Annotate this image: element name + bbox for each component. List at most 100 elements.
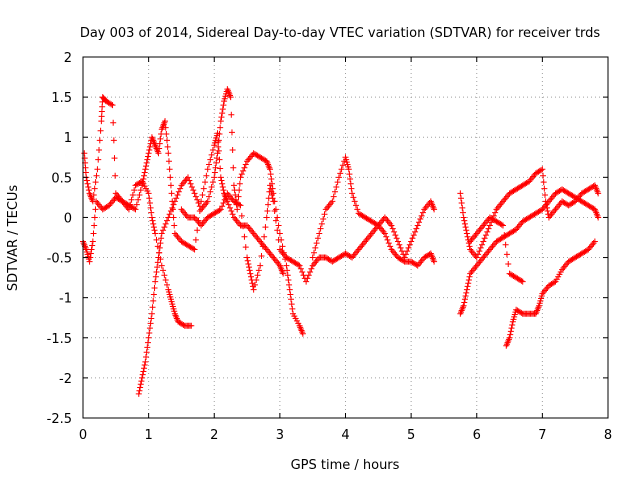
data-point [135,196,142,203]
data-point [268,188,275,195]
data-point [131,187,138,194]
data-point [457,190,464,197]
data-point [164,137,170,144]
data-point [109,102,116,109]
data-point [160,267,167,274]
data-point [136,191,143,198]
y-tick-label: 2 [64,51,72,66]
data-point [185,174,191,181]
data-point [194,227,201,234]
data-point [242,161,249,168]
data-point [354,206,361,213]
data-point [393,235,400,242]
data-point [485,225,492,232]
data-point [229,211,236,218]
data-point [234,206,241,213]
data-point [175,188,182,195]
data-point [267,182,274,189]
data-point [505,260,512,267]
data-point [465,280,472,287]
data-point [83,177,90,184]
data-point [147,320,154,327]
data-point [351,198,358,205]
chart-title: Day 003 of 2014, Sidereal Day-to-day VTE… [80,26,601,41]
data-point [167,174,174,181]
data-point [141,365,148,372]
data-point [220,102,227,109]
data-point [236,201,243,208]
data-point [188,322,195,329]
data-point [350,194,357,201]
y-axis-ticks: -2.5 -2 -1.5 -1 -0.5 0 0.5 1 1.5 2 [47,51,608,427]
data-point [275,222,282,229]
data-point [139,179,146,186]
data-point [509,321,516,328]
data-point [272,217,279,224]
series-track-g [457,186,602,317]
data-point [392,232,399,239]
data-point [111,155,118,162]
data-point [313,240,320,247]
data-point [465,277,472,284]
data-point [498,221,505,228]
data-point [241,164,248,171]
data-point [383,233,390,240]
data-point [207,156,214,163]
data-point [192,193,199,200]
data-point [251,281,258,288]
data-point [381,230,388,237]
x-tick-label: 5 [407,428,415,443]
data-point [157,135,164,142]
data-point [165,158,172,165]
data-point [271,208,278,215]
data-point [408,238,415,245]
data-point [461,296,468,303]
data-point [161,272,168,279]
data-point [321,211,328,218]
data-point [501,232,508,239]
data-point [145,150,152,157]
data-point [459,204,466,211]
data-point [309,254,316,261]
data-point [333,183,340,190]
data-point [295,261,302,268]
data-point [508,325,515,332]
data-point [236,187,243,194]
data-point [164,217,170,224]
data-point [307,268,314,275]
data-point [167,208,174,215]
data-point [492,209,499,216]
data-point [269,191,275,198]
x-axis-ticks: 0 1 2 3 4 5 6 7 8 [79,57,612,443]
data-point [466,243,473,250]
data-point [216,131,223,138]
data-point [90,230,97,237]
data-point [412,228,419,235]
data-point [464,283,471,290]
data-point [132,206,139,213]
data-point [287,291,294,298]
data-point [150,224,157,231]
data-point [519,278,526,285]
data-point [299,330,306,337]
data-point [595,190,602,197]
data-point [237,202,244,209]
data-point [170,201,177,208]
data-point [131,205,138,212]
data-point [279,243,286,250]
data-point [317,225,324,232]
data-point [458,200,465,207]
data-point [248,273,254,280]
data-point [305,272,312,279]
data-point [542,191,548,198]
data-point [212,164,219,171]
data-point [144,344,151,351]
data-point [232,191,239,198]
data-point [84,180,91,187]
data-point [164,281,170,288]
data-point [353,202,359,209]
data-point [91,185,98,192]
data-point [458,195,464,202]
data-point [110,137,117,144]
data-point [235,193,242,200]
